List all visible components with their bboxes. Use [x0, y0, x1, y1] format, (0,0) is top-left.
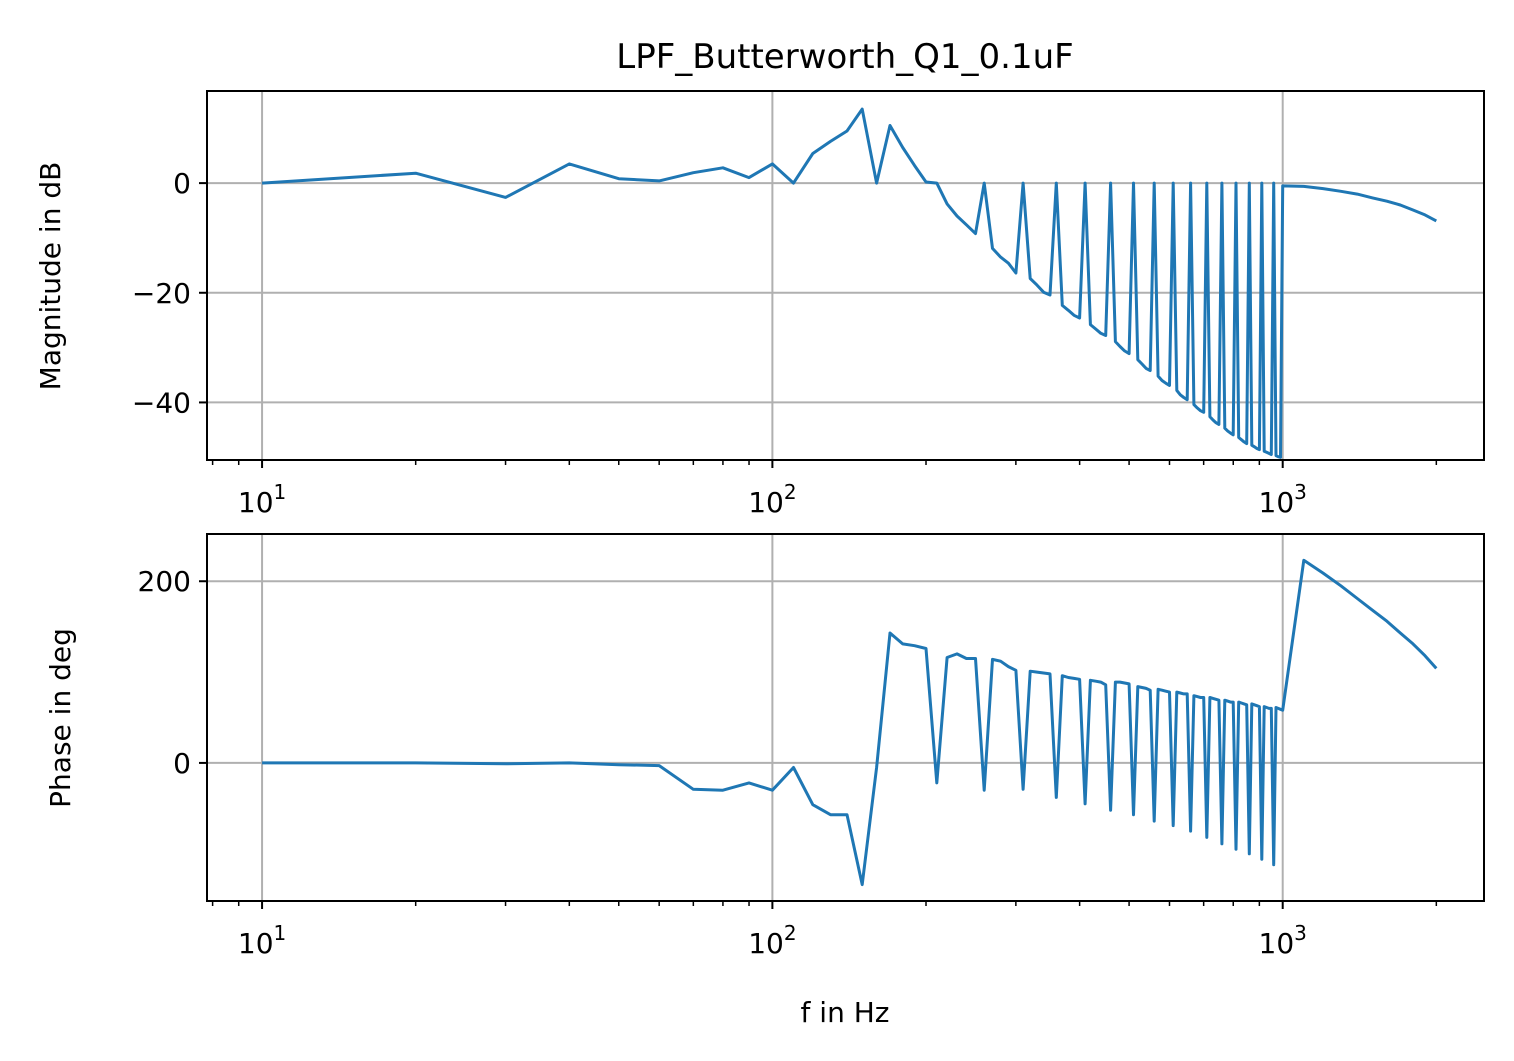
magnitude-ylabel: Magnitude in dB	[34, 162, 67, 391]
phase-xtick-label-2: 103	[1259, 921, 1307, 960]
phase-ytick-label-1: 200	[138, 565, 191, 598]
magnitude-ytick-label-1: −20	[132, 277, 191, 310]
chart-title: LPF_Butterworth_Q1_0.1uF	[616, 37, 1073, 77]
magnitude-xtick-label-0: 101	[238, 480, 286, 519]
phase-axes-frame	[206, 533, 1485, 902]
phase-xtick-label-0: 101	[238, 921, 286, 960]
magnitude-series-line-0	[262, 107, 1438, 459]
magnitude-ytick-label-2: −40	[132, 386, 191, 419]
phase-ylabel: Phase in deg	[44, 628, 77, 808]
magnitude-ytick-label-0: 0	[173, 167, 191, 200]
phase-xtick-label-1: 102	[748, 921, 796, 960]
magnitude-xtick-label-2: 103	[1259, 480, 1307, 519]
phase-ytick-label-0: 0	[173, 747, 191, 780]
magnitude-panel: 101 102 103 0 −20 −40 Magnitude in dB	[34, 90, 1485, 519]
phase-series-line-0	[262, 558, 1438, 887]
phase-xlabel: f in Hz	[801, 996, 890, 1029]
phase-panel: 101 102 103 0 200 Phase in deg f in Hz	[44, 533, 1485, 1029]
magnitude-xtick-label-1: 102	[748, 480, 796, 519]
magnitude-axes-frame	[206, 90, 1485, 461]
